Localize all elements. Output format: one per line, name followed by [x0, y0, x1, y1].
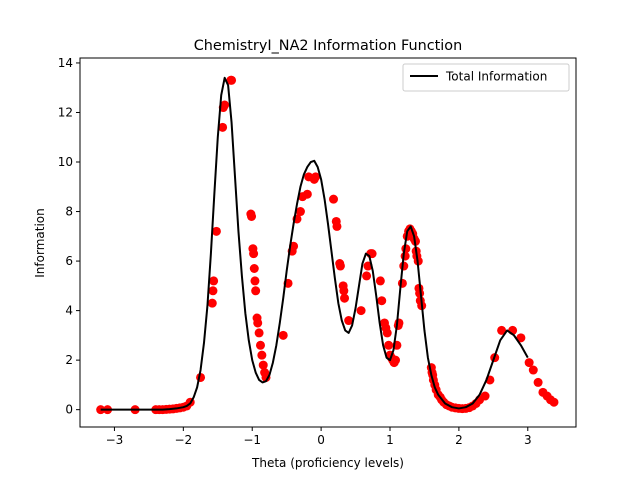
- x-axis-label: Theta (proficiency levels): [251, 456, 404, 470]
- x-tick-label: −2: [174, 433, 192, 447]
- data-point: [377, 296, 387, 306]
- data-point: [516, 333, 526, 343]
- data-point: [220, 100, 230, 110]
- y-tick-label: 10: [58, 155, 73, 169]
- chart-title: ChemistryI_NA2 Information Function: [194, 38, 462, 54]
- data-point: [208, 286, 218, 296]
- data-point: [249, 264, 259, 274]
- y-tick-label: 12: [58, 105, 73, 119]
- data-point: [335, 261, 345, 271]
- data-point: [302, 189, 312, 199]
- data-point: [533, 377, 543, 387]
- data-point: [480, 391, 490, 401]
- data-point: [311, 172, 321, 182]
- data-point: [218, 122, 228, 132]
- data-point: [384, 340, 394, 350]
- x-axis-ticks: −3 −2 −1 0 1 2 3: [106, 427, 532, 447]
- data-point: [528, 365, 538, 375]
- y-tick-label: 14: [58, 56, 73, 70]
- data-point: [382, 328, 392, 338]
- information-curve: [100, 76, 529, 411]
- x-tick-label: 2: [455, 433, 463, 447]
- data-point: [211, 226, 221, 236]
- x-tick-label: −1: [243, 433, 261, 447]
- data-point: [397, 278, 407, 288]
- data-point: [255, 340, 265, 350]
- data-point: [344, 316, 354, 326]
- data-point: [375, 276, 385, 286]
- data-point: [332, 221, 342, 231]
- data-point: [247, 211, 257, 221]
- data-point: [391, 355, 401, 365]
- y-tick-label: 8: [65, 205, 73, 219]
- y-axis-label: Information: [33, 208, 47, 277]
- axes-frame: [79, 57, 577, 428]
- data-point: [207, 298, 217, 308]
- data-point: [227, 75, 237, 85]
- data-point: [253, 318, 263, 328]
- data-point: [549, 397, 559, 407]
- legend-label-total-information: Total Information: [445, 70, 547, 84]
- y-tick-label: 6: [65, 254, 73, 268]
- data-point: [295, 207, 305, 217]
- data-point: [278, 330, 288, 340]
- y-axis-ticks: 0 2 4 6 8 10 12 14: [58, 56, 80, 417]
- data-point: [257, 350, 267, 360]
- data-point: [356, 306, 366, 316]
- data-point: [209, 276, 219, 286]
- data-point: [249, 249, 259, 259]
- data-point: [250, 276, 260, 286]
- x-tick-label: 1: [386, 433, 394, 447]
- data-point: [254, 328, 264, 338]
- plot-area: [79, 57, 577, 428]
- legend-box: [402, 63, 570, 92]
- x-tick-label: 3: [524, 433, 532, 447]
- data-point: [258, 360, 268, 370]
- y-tick-label: 0: [65, 403, 73, 417]
- data-point: [251, 286, 261, 296]
- data-point: [524, 358, 534, 368]
- data-point: [362, 271, 372, 281]
- y-tick-label: 2: [65, 353, 73, 367]
- data-point: [329, 194, 339, 204]
- data-point: [340, 293, 350, 303]
- y-tick-label: 4: [65, 304, 73, 318]
- x-tick-label: 0: [317, 433, 325, 447]
- data-point: [339, 286, 349, 296]
- data-point: [497, 325, 507, 335]
- total-information-line: [100, 76, 529, 411]
- x-tick-label: −3: [106, 433, 124, 447]
- legend: Total Information: [402, 63, 570, 92]
- data-point: [96, 405, 106, 415]
